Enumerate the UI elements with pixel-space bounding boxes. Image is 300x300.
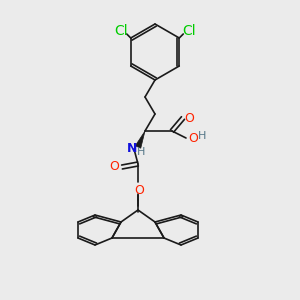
Text: O: O xyxy=(184,112,194,124)
Text: O: O xyxy=(188,131,198,145)
Polygon shape xyxy=(135,131,145,148)
Text: H: H xyxy=(137,147,145,157)
Text: O: O xyxy=(134,184,144,196)
Text: Cl: Cl xyxy=(182,24,196,38)
Text: H: H xyxy=(198,131,206,141)
Text: Cl: Cl xyxy=(114,24,128,38)
Text: N: N xyxy=(127,142,137,155)
Text: O: O xyxy=(109,160,119,173)
